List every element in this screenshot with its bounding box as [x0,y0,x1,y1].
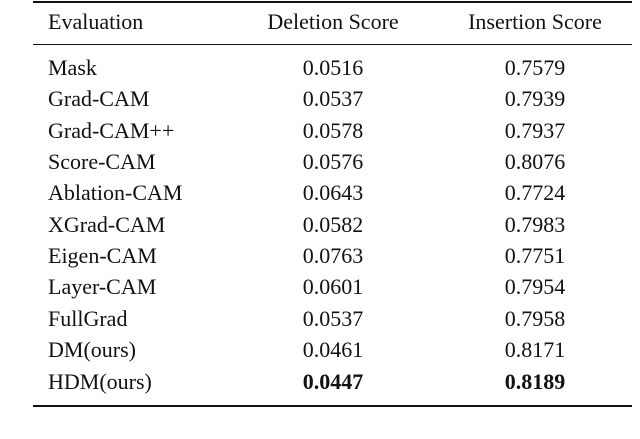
score-cell: 0.0582 [302,211,364,237]
score-cell: 0.8171 [504,337,566,363]
score-cell: 0.8076 [504,149,566,175]
header-cell: Insertion Score [468,9,602,34]
score-cell: 0.7958 [504,305,566,331]
score-cell: 0.0601 [302,274,364,300]
score-cell: 0.0643 [302,180,364,206]
method-cell: XGrad-CAM [48,211,166,237]
method-cell: DM(ours) [48,337,136,363]
method-cell: Grad-CAM++ [48,117,175,143]
score-cell: 0.7983 [504,211,566,237]
header-cell: Deletion Score [267,9,399,34]
top-rule [33,1,632,3]
score-cell: 0.0537 [302,305,364,331]
score-cell: 0.8189 [504,368,566,394]
score-cell: 0.7579 [504,55,566,80]
score-cell: 0.0578 [302,117,364,143]
score-cell: 0.0576 [302,149,364,175]
score-cell: 0.0763 [302,243,364,269]
score-cell: 0.0516 [302,55,364,80]
score-cell: 0.0461 [302,337,364,363]
score-cell: 0.0447 [302,368,364,394]
score-cell: 0.7954 [504,274,566,300]
mid-rule [33,44,632,45]
method-cell: Score-CAM [48,149,156,175]
method-cell: Grad-CAM [48,86,150,112]
method-cell: Layer-CAM [48,274,157,300]
header-cell: Evaluation [48,9,144,34]
score-cell: 0.7937 [504,117,566,143]
score-cell: 0.7751 [504,243,566,269]
bottom-rule [33,405,632,407]
method-cell: HDM(ours) [48,368,152,394]
method-cell: FullGrad [48,305,128,331]
score-cell: 0.7939 [504,86,566,112]
method-cell: Eigen-CAM [48,243,157,269]
method-cell: Ablation-CAM [48,180,183,206]
score-cell: 0.7724 [504,180,566,206]
score-cell: 0.0537 [302,86,364,112]
method-cell: Mask [48,55,97,80]
